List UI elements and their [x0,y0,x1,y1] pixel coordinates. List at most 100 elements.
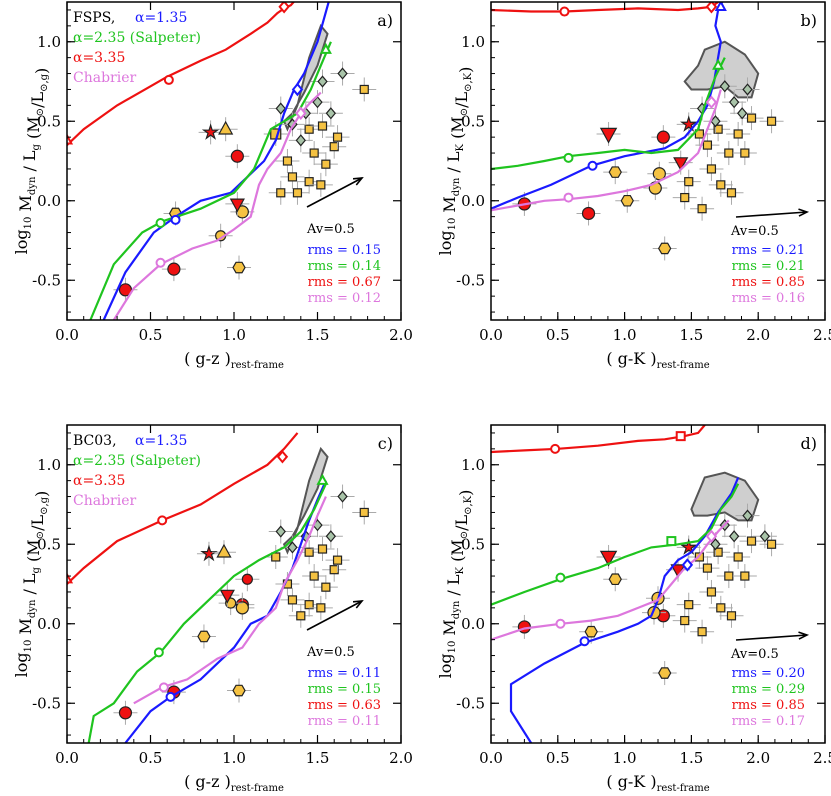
point-marker [584,625,598,638]
data-point [318,524,343,549]
curve-marker-red [163,74,174,85]
data-point [732,141,757,166]
data-point [695,556,720,581]
point-marker [726,611,737,621]
data-point [330,61,355,86]
model-curve-red [491,425,706,454]
x-axis-label-part: rest-frame [657,783,710,794]
panel-b: 0.0 0.5 1.0 1.5 2.0 2.5 -0.5 0.0 0.5 1.0 ( g-K )re… [436,1,831,371]
x-tick-label: 0.0 [479,326,503,344]
point-marker [118,706,133,720]
data-point [235,567,260,592]
legend-entry: α=1.35 [135,433,187,449]
legend-entry: α=3.35 [73,50,125,66]
x-tick-label: 1.5 [679,326,703,344]
data-point [268,519,293,544]
point-marker [724,148,734,158]
point-marker [702,563,713,573]
x-tick-label: 2.0 [746,326,770,344]
data-point [113,277,138,302]
data-point [596,121,621,146]
point-marker [325,107,337,120]
data-point [208,223,233,248]
data-point [576,201,601,226]
data-point [198,120,223,145]
point-marker [312,96,323,109]
x-tick-label: 2.0 [746,749,770,767]
point-marker [716,180,726,190]
y-tick-label: 0.5 [461,535,485,553]
curve-marker-red [675,431,686,442]
data-point [676,592,701,617]
x-tick-label: 0.5 [546,326,570,344]
data-point [225,191,250,216]
point-marker [684,177,694,187]
point-marker [304,600,314,610]
x-axis-label-part: rest-frame [231,360,284,371]
point-marker [329,565,339,575]
curve-marker-red [705,2,718,14]
point-marker [332,555,343,565]
point-marker [282,156,293,166]
legend-entry: α=1.35 [135,10,187,26]
point-marker [728,96,740,109]
point-marker [736,107,748,120]
rms-label: rms = 0.11 [308,714,381,729]
data-point [759,532,784,557]
legend-title: BC03, [73,433,117,449]
curve-marker-pink [158,682,169,693]
curve-marker-blue [291,82,304,97]
y-axis-label-part: / L [20,150,39,177]
y-tick-label: 1.0 [461,33,485,51]
point-marker [359,507,369,518]
data-point [302,564,327,589]
data-point [726,544,751,569]
curve-marker-red [278,2,290,14]
x-axis-label-part: rest-frame [657,360,710,371]
arrow-head [798,631,810,640]
panel-d: 0.0 0.5 1.0 1.5 2.0 2.5 -0.5 0.0 0.5 1.0 ( g-K )re… [436,424,831,794]
y-axis-label-part: (M [24,116,43,144]
data-point [313,152,338,177]
point-marker [201,123,220,140]
model-curve-pink [133,496,327,705]
arrow-shaft [735,211,808,218]
point-marker [697,627,707,637]
x-tick-label: 1.0 [222,749,246,767]
point-marker [657,242,672,255]
point-marker [679,538,698,555]
x-axis-label: ( g-z )rest-frame [184,349,284,371]
panel-c: 0.0 0.5 1.0 1.5 2.0 -0.5 0.0 0.5 1.0 ( g-z )rest-… [12,424,413,794]
y-axis-label-part: g [31,566,42,573]
y-axis-label-part: ⊙ [35,531,46,539]
y-axis-label-part: /L [452,515,471,531]
x-axis-label: ( g-K )rest-frame [606,349,709,371]
curve-marker-red [559,6,570,17]
reddening-vector [735,631,810,641]
x-tick-label: 1.0 [613,749,637,767]
rms-label: rms = 0.67 [308,275,381,290]
curve-marker-pink [705,529,718,544]
point-marker [706,164,717,174]
point-marker [728,530,740,543]
data-point [672,185,697,210]
curve-marker-green [155,218,166,229]
y-axis-label-part: M [16,618,35,639]
data-point [161,257,186,282]
reddening-vector [306,177,364,208]
data-point [703,109,728,134]
point-marker [766,116,777,126]
y-axis-label-part: ⊙,g [39,496,50,515]
y-axis-label-part: dyn [451,600,462,619]
point-marker [332,132,343,142]
point-marker [673,157,689,172]
x-axis-label-part: ( g-K ) [606,349,656,368]
y-tick-label: 0.5 [461,112,485,130]
data-point [676,169,701,194]
model-curve-green [491,57,726,171]
x-tick-label: 0.5 [546,749,570,767]
x-tick-label: 0.0 [479,749,503,767]
y-axis-label-part: dyn [27,176,38,195]
curve-marker-blue [165,691,176,702]
point-marker [309,571,319,581]
